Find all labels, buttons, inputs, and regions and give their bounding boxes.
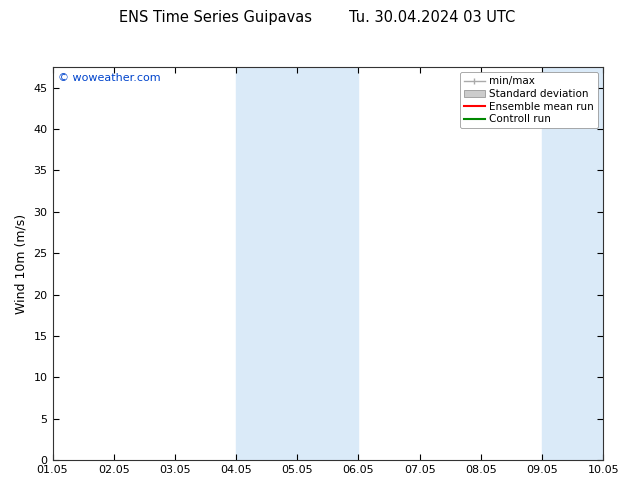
Text: ENS Time Series Guipavas        Tu. 30.04.2024 03 UTC: ENS Time Series Guipavas Tu. 30.04.2024 … xyxy=(119,10,515,25)
Bar xyxy=(236,67,297,460)
Bar xyxy=(297,67,358,460)
Y-axis label: Wind 10m (m/s): Wind 10m (m/s) xyxy=(15,214,28,314)
Bar xyxy=(542,67,603,460)
Text: © woweather.com: © woweather.com xyxy=(58,73,160,83)
Legend: min/max, Standard deviation, Ensemble mean run, Controll run: min/max, Standard deviation, Ensemble me… xyxy=(460,72,598,128)
